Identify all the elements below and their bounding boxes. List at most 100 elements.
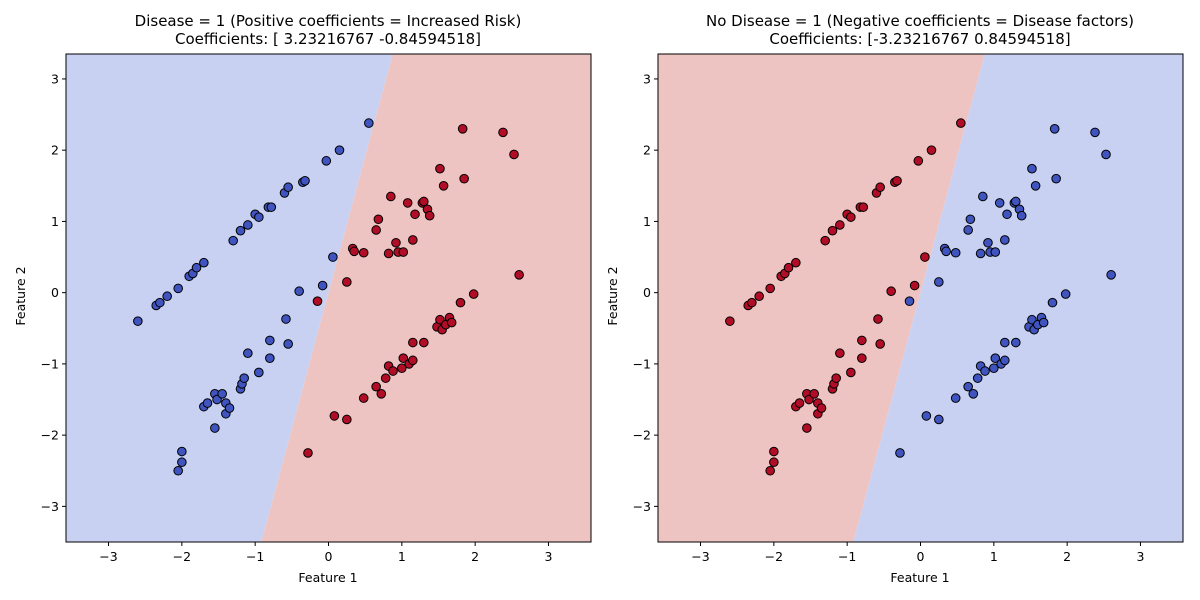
data-point-class-0 [791,257,801,268]
data-point-class-0 [235,225,246,236]
data-point-class-0 [956,118,966,128]
y-tick-label: 1 [51,214,59,229]
data-point-class-1 [303,448,313,458]
data-points [725,118,1116,476]
data-point-class-0 [769,457,779,468]
data-point-class-1 [342,414,352,425]
x-tick-label: 1 [990,549,998,564]
data-point-class-0 [857,335,867,346]
data-point-class-1 [978,191,988,202]
data-point-class-0 [892,176,902,186]
data-point-class-0 [243,220,253,230]
y-tick-label: −3 [633,499,651,514]
data-point-class-1 [1060,289,1071,299]
data-point-class-1 [386,191,396,202]
y-tick-label: 0 [643,285,651,300]
left-x-axis-label: Feature 1 [298,570,357,585]
data-point-class-0 [191,262,202,273]
data-point-class-0 [835,220,845,230]
data-point-class-0 [283,182,293,193]
right-y-axis-label: Feature 2 [605,266,620,325]
y-tick-label: −2 [41,428,59,443]
data-point-class-1 [342,277,352,287]
data-point-class-1 [398,353,409,363]
x-tick-label: 2 [471,549,479,564]
data-point-class-0 [317,280,328,291]
data-point-class-1 [1090,127,1100,138]
data-point-class-0 [162,291,172,302]
data-point-class-1 [435,163,445,174]
data-point-class-0 [155,297,165,308]
left-chart-title: Disease = 1 (Positive coefficients = Inc… [135,12,522,30]
data-point-class-1 [989,363,999,373]
y-tick-label: 2 [643,143,651,158]
data-point-class-0 [725,316,735,326]
data-point-class-0 [265,335,275,346]
y-tick-label: 0 [51,285,59,300]
data-point-class-0 [266,202,277,212]
data-point-class-0 [765,283,775,294]
data-point-class-0 [794,398,805,408]
data-point-class-0 [239,373,249,383]
data-point-class-1 [457,124,468,134]
data-point-class-0 [224,403,235,413]
data-point-class-1 [312,296,323,307]
data-point-class-0 [177,446,187,457]
data-point-class-0 [281,314,291,324]
data-point-class-0 [294,286,304,297]
data-point-class-1 [1106,270,1116,280]
data-point-class-0 [364,118,374,128]
data-point-class-1 [950,247,961,258]
data-point-class-1 [950,393,961,403]
data-point-class-0 [747,297,757,308]
data-point-class-0 [802,423,812,433]
right-chart-title: No Disease = 1 (Negative coefficients = … [706,12,1134,30]
data-point-class-1 [371,225,381,235]
data-point-class-1 [388,366,398,376]
data-point-class-0 [217,389,227,399]
data-point-class-1 [380,373,391,383]
x-tick-label: −1 [838,549,856,564]
y-tick-label: −1 [633,356,651,371]
decision-regions [66,54,591,542]
data-point-class-0 [809,389,819,399]
data-point-class-0 [783,262,794,273]
data-point-class-0 [846,212,856,222]
data-point-class-1 [994,198,1005,208]
data-point-class-0 [827,225,838,236]
data-point-class-1 [1027,163,1037,174]
data-point-class-1 [972,373,983,383]
right-plot-area: −3 −2 −1 0 1 2 3 −3 −2 −1 0 1 2 3 [633,53,1184,564]
data-point-class-1 [419,337,429,348]
data-point-class-0 [300,176,310,186]
data-point-class-1 [1051,173,1061,184]
data-point-class-1 [1000,235,1010,245]
data-point-class-0 [846,367,856,378]
x-tick-label: −1 [246,549,264,564]
y-tick-label: 3 [51,71,59,86]
data-point-class-1 [408,235,418,245]
x-tick-label: −2 [765,549,783,564]
region-left [66,54,393,542]
data-point-class-1 [990,247,1001,257]
data-point-class-1 [895,448,905,458]
left-plot-area: −3 −2 −1 0 1 2 3 −3 −2 −1 0 1 2 3 [41,53,592,564]
y-tick-label: 2 [51,143,59,158]
data-point-class-1 [509,149,519,160]
data-point-class-1 [921,411,932,421]
data-point-class-0 [173,465,183,476]
data-point-class-1 [934,277,944,287]
data-point-class-0 [769,446,779,457]
data-point-class-1 [402,198,413,208]
data-point-class-0 [265,353,275,363]
data-point-class-1 [980,366,990,376]
data-point-class-1 [990,353,1001,363]
data-point-class-0 [283,339,293,349]
y-tick-label: −3 [41,499,59,514]
data-point-class-0 [177,457,187,468]
data-point-class-1 [438,180,449,191]
data-point-class-1 [424,210,435,221]
data-point-class-1 [329,411,340,421]
data-point-class-0 [820,235,830,246]
